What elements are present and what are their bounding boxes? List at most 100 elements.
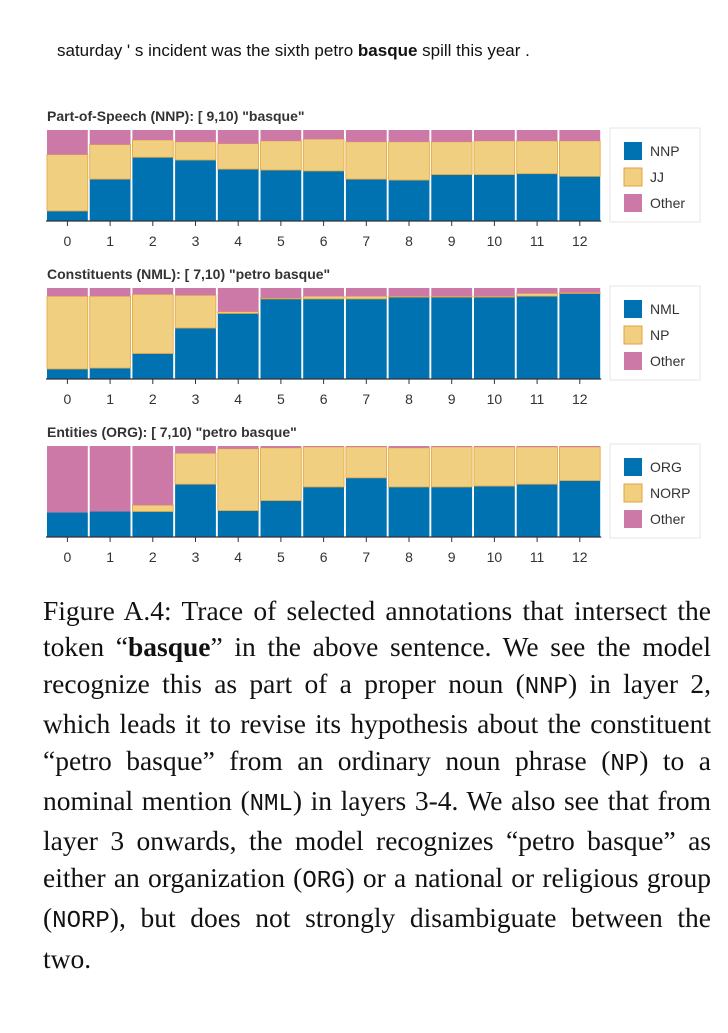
x-tick-label: 11 [530,233,545,249]
bar-segment-np [89,295,131,369]
x-tick-label: 9 [448,233,456,249]
bar-segment-nml [260,298,302,379]
legend-label-nml: NML [650,301,680,317]
bar-segment-other [303,130,344,140]
bar-segment-org [260,500,302,537]
x-tick-label: 1 [106,233,114,249]
x-tick-label: 0 [64,391,72,407]
bar-segment-norp [516,446,558,485]
x-tick-label: 11 [530,549,545,565]
bar-segment-jj [174,141,217,161]
bar-segment-other [388,288,430,297]
bar-segment-other [132,288,174,295]
bar-segment-nnp [217,169,259,221]
bar-segment-nnp [345,179,387,221]
bar-segment-org [89,511,131,537]
bar-segment-other [303,288,344,297]
bar-segment-np [46,295,89,370]
bar-segment-other [388,130,430,142]
x-tick-label: 7 [362,391,370,407]
bar-segment-jj [89,144,131,180]
bar-segment-other [345,130,387,142]
bar-segment-nnp [431,174,473,221]
bar-segment-other [431,446,473,447]
x-tick-label: 10 [487,391,503,407]
bar-segment-other [217,130,259,144]
legend-swatch-org [624,458,642,476]
chart-title: Part-of-Speech (NNP): [ 9,10) "basque" [47,108,305,124]
bar-segment-np [559,292,601,294]
bar-segment-other [516,130,558,141]
bar-segment-np [473,295,516,298]
bar-segment-nml [132,353,174,379]
bar-segment-nml [89,368,131,379]
bar-segment-other [132,446,174,506]
x-tick-label: 9 [448,549,456,565]
x-tick-label: 10 [487,549,503,565]
legend-swatch-other [624,510,642,528]
x-tick-label: 2 [149,549,157,565]
bar-segment-nnp [132,157,174,221]
bar-segment-jj [260,140,302,171]
bar-segment-other [474,130,515,141]
bar-segment-nml [388,297,430,379]
bar-segment-nnp [388,180,430,221]
x-tick-label: 12 [572,233,588,249]
caption-text: ) to a nominal mention ( [43,744,711,817]
legend-label-norp: NORP [650,485,690,501]
bar-segment-nnp [260,170,302,221]
x-tick-label: 4 [234,549,242,565]
bar-segment-other [260,130,302,141]
bar-segment-jj [217,143,260,170]
bar-segment-other [559,446,601,447]
bar-segment-other [217,288,259,312]
caption-text: ” in the above sentence. We see the mode… [43,631,711,699]
bar-segment-np [131,293,174,354]
bar-segment-other [89,130,131,145]
bar-segment-other [516,446,558,447]
figure-caption: Figure A.4: Trace of selected annotation… [43,593,711,977]
bar-segment-jj [388,141,430,181]
bar-segment-np [217,311,260,314]
bar-segment-nml [175,328,216,379]
bar-segment-org [516,484,558,537]
x-tick-label: 3 [192,391,200,407]
bar-segment-other [260,288,302,299]
bar-segment-other [345,446,387,447]
bar-segment-norp [260,447,302,502]
bar-segment-nnp [175,160,216,221]
x-tick-label: 7 [362,233,370,249]
bar-segment-nml [345,298,387,379]
bar-segment-other [559,288,601,293]
x-tick-label: 0 [64,233,72,249]
bar-segment-norp [345,446,388,479]
caption-text: ) in layer 2, which leads it to revise i… [43,667,711,776]
bar-segment-other [516,288,558,294]
bar-segment-norp [302,446,345,488]
bar-segment-np [430,295,473,298]
caption-code: NML [249,791,293,819]
bar-segment-jj [516,140,558,175]
bar-segment-org [559,480,601,537]
caption-token: basque [127,631,211,663]
bar-segment-other [47,446,88,513]
x-tick-label: 8 [405,233,413,249]
bar-segment-norp [131,504,174,512]
legend-swatch-nnp [624,142,642,160]
bar-segment-nnp [303,170,344,221]
bar-segment-other [175,130,216,142]
chart-title: Constituents (NML): [ 7,10) "petro basqu… [47,266,330,282]
sentence-target-token: basque [357,41,418,60]
x-tick-label: 11 [530,391,545,407]
x-tick-label: 9 [448,391,456,407]
bar-segment-other [217,446,259,449]
bar-segment-other [175,288,216,296]
bar-segment-np [345,295,388,300]
bar-segment-org [175,484,216,537]
legend-label-org: ORG [650,459,682,475]
bar-segment-other [345,288,387,297]
caption-code: NP [610,750,640,778]
x-tick-label: 6 [320,391,328,407]
bar-segment-org [388,486,430,537]
bar-segment-other [175,446,216,454]
